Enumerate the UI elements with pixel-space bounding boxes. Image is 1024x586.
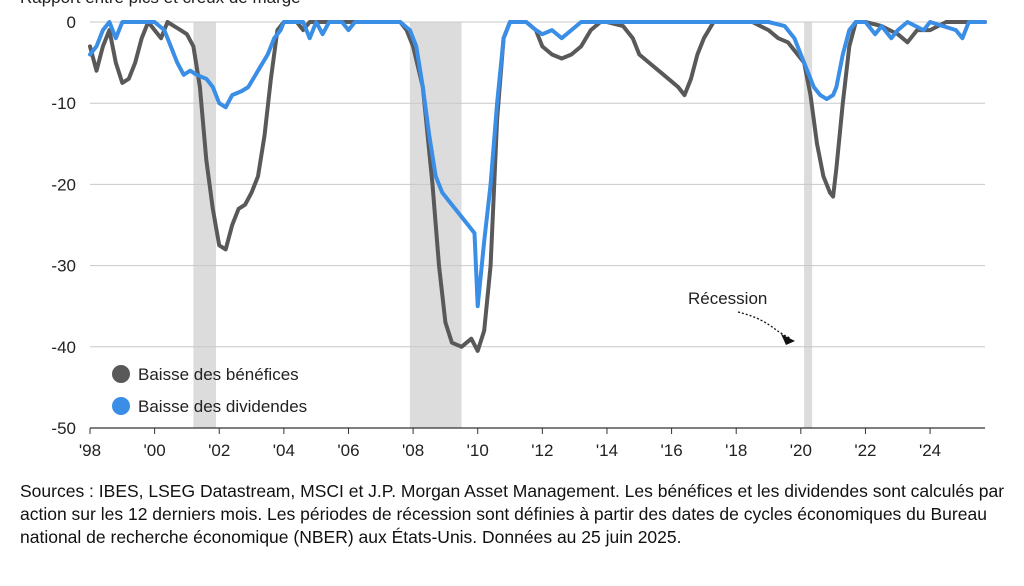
y-axis-ticks: 0 -10 -20 -30 -40 -50 xyxy=(51,13,76,438)
recession-annotation-label: Récession xyxy=(688,289,767,308)
x-tick-label: '18 xyxy=(725,441,747,460)
x-tick-label: '20 xyxy=(790,441,812,460)
recession-band xyxy=(804,22,813,428)
x-tick-label: '00 xyxy=(144,441,166,460)
y-tick-label: -40 xyxy=(51,338,76,357)
recession-bands xyxy=(193,22,813,428)
x-tick-label: '98 xyxy=(79,441,101,460)
series-line-earnings xyxy=(88,20,987,353)
x-tick-label: '16 xyxy=(661,441,683,460)
x-tick-label: '04 xyxy=(273,441,295,460)
y-tick-label: -20 xyxy=(51,175,76,194)
series-line-dividends xyxy=(88,20,987,309)
x-axis-ticks: '98 '00 '02 '04 '06 '08 '10 '12 '14 '16 '18 '20 '22 '… xyxy=(79,428,941,460)
legend-label-earnings: Baisse des bénéfices xyxy=(138,365,299,384)
x-tick-label: '12 xyxy=(531,441,553,460)
x-tick-label: '22 xyxy=(854,441,876,460)
recession-annotation: Récession xyxy=(688,289,795,345)
y-tick-label: -30 xyxy=(51,257,76,276)
annotation-arrow-head xyxy=(781,334,795,345)
chart: 0 -10 -20 -30 -40 -50 '98 '00 '02 '04 '06 '08 '10 '1… xyxy=(51,13,987,460)
legend: Baisse des bénéfices Baisse des dividend… xyxy=(112,365,307,416)
y-tick-label: -50 xyxy=(51,419,76,438)
legend-marker-earnings xyxy=(112,365,130,383)
sources-caption: Sources : IBES, LSEG Datastream, MSCI et… xyxy=(20,481,1005,547)
x-tick-label: '06 xyxy=(337,441,359,460)
x-tick-label: '08 xyxy=(402,441,424,460)
legend-marker-dividends xyxy=(112,397,130,415)
x-tick-label: '10 xyxy=(467,441,489,460)
x-tick-label: '02 xyxy=(208,441,230,460)
legend-label-dividends: Baisse des dividendes xyxy=(138,397,307,416)
series-lines xyxy=(88,20,987,353)
chart-header: Rapport entre pics et creux de marge xyxy=(20,0,301,8)
y-tick-label: 0 xyxy=(67,13,76,32)
x-tick-label: '24 xyxy=(919,441,941,460)
y-tick-label: -10 xyxy=(51,94,76,113)
recession-band xyxy=(193,22,217,428)
x-tick-label: '14 xyxy=(596,441,618,460)
gridlines xyxy=(90,21,985,429)
annotation-arrow-line xyxy=(737,311,791,339)
